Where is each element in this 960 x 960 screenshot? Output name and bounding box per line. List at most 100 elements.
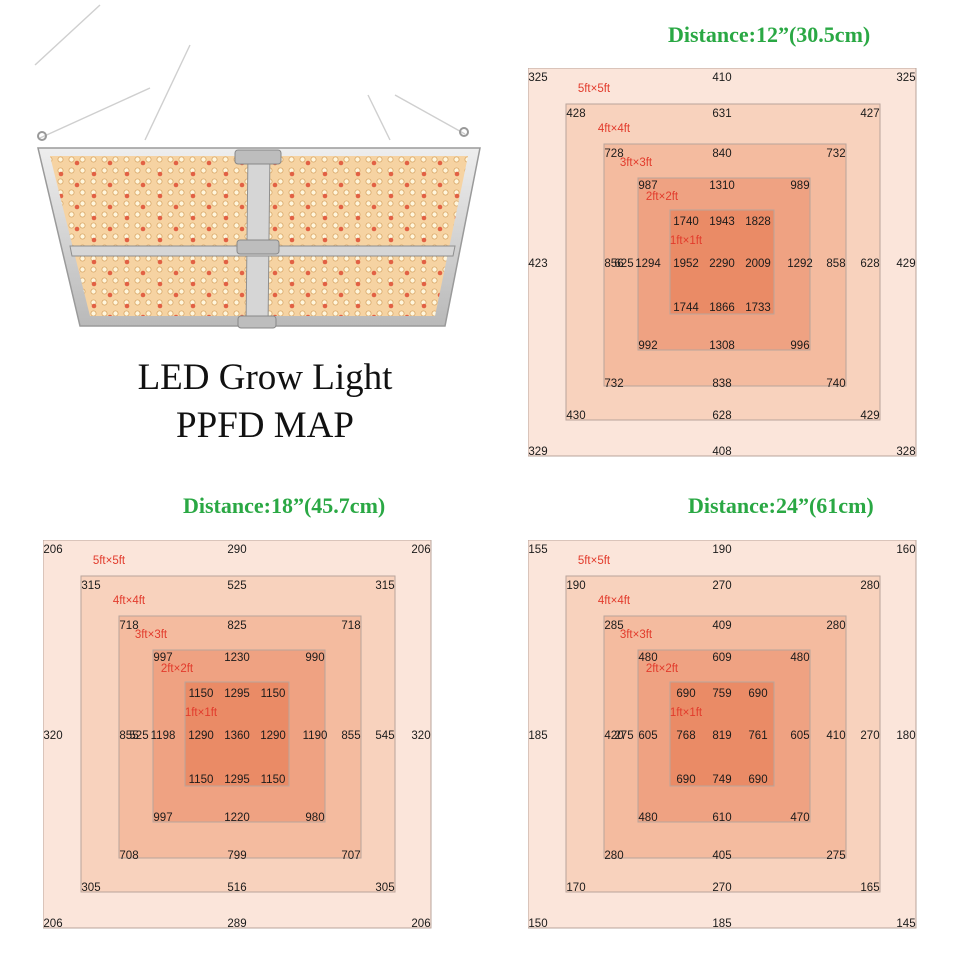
zone-label: 3ft×3ft [135, 629, 168, 641]
ppfd-value: 628 [860, 258, 879, 270]
ppfd-value: 185 [712, 918, 731, 930]
ppfd-value: 410 [712, 72, 731, 84]
ppfd-value: 768 [676, 730, 695, 742]
ppfd-value: 270 [712, 580, 731, 592]
ppfd-value: 155 [528, 544, 547, 556]
zone-label: 5ft×5ft [578, 83, 611, 95]
zone-label: 4ft×4ft [598, 595, 631, 607]
zone-label: 2ft×2ft [646, 663, 679, 675]
ppfd-value: 280 [860, 580, 879, 592]
ppfd-value: 150 [528, 918, 547, 930]
ppfd-value: 480 [790, 652, 809, 664]
ppfd-value: 1952 [673, 258, 699, 270]
ppfd-value: 761 [748, 730, 767, 742]
zone-label: 1ft×1ft [185, 707, 218, 719]
zone-label: 4ft×4ft [598, 123, 631, 135]
ppfd-value: 1295 [224, 688, 250, 700]
ppfd-value: 325 [896, 72, 915, 84]
ppfd-value: 180 [896, 730, 915, 742]
ppfd-value: 718 [341, 620, 360, 632]
ppfd-value: 328 [896, 446, 915, 458]
zone-label: 3ft×3ft [620, 157, 653, 169]
ppfd-value: 1744 [673, 302, 699, 314]
ppfd-value: 825 [227, 620, 246, 632]
ppfd-value: 990 [305, 652, 324, 664]
ppfd-value: 987 [638, 180, 657, 192]
zone-label: 5ft×5ft [578, 555, 611, 567]
ppfd-value: 405 [712, 850, 731, 862]
page-title-line2: PPFD MAP [176, 405, 354, 446]
ppfd-value: 329 [528, 446, 547, 458]
zone-label: 3ft×3ft [620, 629, 653, 641]
ppfd-value: 707 [341, 850, 360, 862]
ppfd-value: 605 [638, 730, 657, 742]
ppfd-value: 206 [43, 918, 62, 930]
ppfd-value: 190 [566, 580, 585, 592]
hanging-wire [34, 4, 466, 141]
ppfd-value: 728 [604, 148, 623, 160]
ppfd-value: 628 [712, 410, 731, 422]
ppfd-value: 858 [826, 258, 845, 270]
ppfd-value: 997 [153, 652, 172, 664]
ppfd-value: 190 [712, 544, 731, 556]
ppfd-value: 1943 [709, 216, 735, 228]
page-title-line1: LED Grow Light [137, 357, 393, 398]
ppfd-value: 320 [43, 730, 62, 742]
ppfd-value: 290 [227, 544, 246, 556]
zone-1ft [669, 209, 775, 315]
ppfd-map-12in: 5ft×5ft 4ft×4ft 3ft×3ft 2ft×2ft 1ft×1ft 325 41… [528, 68, 917, 458]
ppfd-value: 740 [826, 378, 845, 390]
ppfd-value: 992 [638, 340, 657, 352]
zone-1ft [184, 681, 290, 787]
ppfd-value: 605 [790, 730, 809, 742]
ppfd-value: 409 [712, 620, 731, 632]
ppfd-value: 855 [119, 730, 138, 742]
chart-title-24in: Distance:24”(61cm) [688, 493, 874, 518]
ppfd-value: 1190 [303, 730, 328, 742]
ppfd-value: 1740 [673, 216, 699, 228]
zone-label: 5ft×5ft [93, 555, 126, 567]
led-grow-light-panel-icon [34, 4, 481, 329]
zone-label: 1ft×1ft [670, 707, 703, 719]
ppfd-value: 1290 [188, 730, 214, 742]
ppfd-value: 289 [227, 918, 246, 930]
ppfd-value: 185 [528, 730, 547, 742]
ppfd-value: 428 [566, 108, 585, 120]
ppfd-value: 525 [227, 580, 246, 592]
ppfd-value: 525 [129, 730, 148, 742]
ppfd-value: 855 [341, 730, 360, 742]
ppfd-value: 275 [614, 730, 633, 742]
ppfd-value: 1360 [224, 730, 250, 742]
ppfd-value: 170 [566, 882, 585, 894]
ppfd-value: 819 [712, 730, 731, 742]
ppfd-value: 989 [790, 180, 809, 192]
ppfd-value: 1308 [709, 340, 735, 352]
ppfd-value: 1150 [189, 688, 214, 700]
ppfd-value: 285 [604, 620, 623, 632]
ppfd-value: 145 [896, 918, 915, 930]
ppfd-value: 429 [896, 258, 915, 270]
ppfd-value: 427 [860, 108, 879, 120]
ppfd-value: 410 [826, 730, 845, 742]
ppfd-value: 1294 [635, 258, 661, 270]
ppfd-value: 840 [712, 148, 731, 160]
ppfd-value: 160 [896, 544, 915, 556]
ppfd-value: 1733 [745, 302, 771, 314]
ppfd-value: 545 [375, 730, 394, 742]
ppfd-value: 997 [153, 812, 172, 824]
ppfd-value: 206 [411, 544, 430, 556]
ppfd-value: 1292 [787, 258, 813, 270]
ppfd-value: 1866 [709, 302, 735, 314]
ppfd-value: 480 [638, 652, 657, 664]
ppfd-value: 996 [790, 340, 809, 352]
zone-1ft [669, 681, 775, 787]
ppfd-value: 206 [43, 544, 62, 556]
ppfd-value: 690 [748, 688, 767, 700]
ppfd-value: 718 [119, 620, 138, 632]
zone-label: 4ft×4ft [113, 595, 146, 607]
chart-title-18in: Distance:18”(45.7cm) [183, 493, 386, 518]
ppfd-value: 480 [638, 812, 657, 824]
ppfd-map-18in: 5ft×5ft 4ft×4ft 3ft×3ft 2ft×2ft 1ft×1ft 206 29… [43, 540, 432, 930]
ppfd-value: 305 [81, 882, 100, 894]
ppfd-value: 2009 [745, 258, 771, 270]
